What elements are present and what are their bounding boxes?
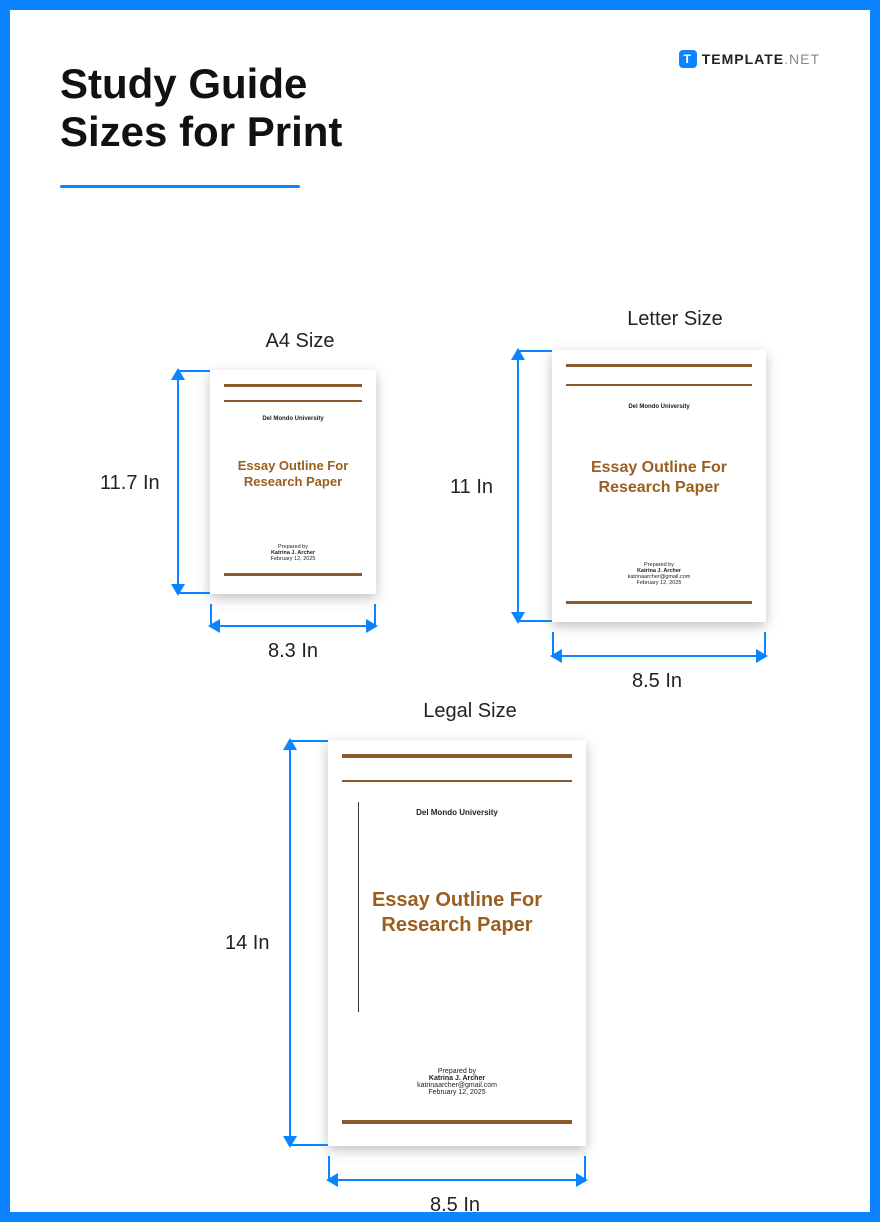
essay-line-1: Essay Outline For	[591, 459, 727, 476]
essay-line-2: Research Paper	[381, 914, 532, 936]
doc-sub-rule	[224, 400, 362, 402]
size-group-legal: Legal Size	[280, 700, 620, 733]
doc-legal: Del Mondo University Essay Outline For R…	[328, 740, 586, 1146]
size-group-letter: Letter Size	[510, 308, 810, 341]
essay-line-2: Research Paper	[244, 474, 342, 489]
doc-essay-title: Essay Outline For Research Paper	[210, 458, 376, 491]
brand-name-light: .NET	[784, 51, 820, 67]
doc-top-rule	[342, 754, 572, 758]
doc-essay-title: Essay Outline For Research Paper	[552, 458, 766, 498]
prepared-date: February 12, 2025	[210, 556, 376, 562]
doc-a4: Del Mondo University Essay Outline For R…	[210, 370, 376, 594]
doc-essay-title: Essay Outline For Research Paper	[328, 888, 586, 938]
doc-prepared-by: Prepared by Katrina J. Archer February 1…	[210, 544, 376, 562]
doc-university: Del Mondo University	[328, 808, 586, 817]
dim-a4-height	[168, 370, 188, 594]
doc-letter: Del Mondo University Essay Outline For R…	[552, 350, 766, 622]
page-title: Study Guide Sizes for Print	[60, 60, 820, 157]
dim-a4-width	[210, 616, 376, 636]
doc-prepared-by: Prepared by Katrina J. Archer katrinaarc…	[552, 562, 766, 586]
doc-top-rule	[566, 364, 752, 367]
size-label-legal: Legal Size	[320, 700, 620, 723]
dim-legal-height	[280, 740, 300, 1146]
dim-letter-height-label: 11 In	[450, 476, 493, 499]
prepared-email: katrinaarcher@gmail.com	[328, 1082, 586, 1089]
doc-sub-rule	[342, 780, 572, 782]
doc-university: Del Mondo University	[210, 416, 376, 422]
dim-legal-width	[328, 1170, 586, 1190]
dim-letter-height	[508, 350, 528, 622]
doc-bottom-rule	[224, 573, 362, 576]
sizes-stage: A4 Size Del Mondo University Essay Outli…	[10, 250, 870, 1192]
title-line-2: Sizes for Print	[60, 108, 342, 155]
brand-name-bold: TEMPLATE	[702, 51, 784, 67]
dim-legal-height-label: 14 In	[225, 932, 269, 955]
doc-bottom-rule	[566, 601, 752, 604]
essay-line-1: Essay Outline For	[238, 458, 349, 473]
doc-top-rule	[224, 384, 362, 387]
title-line-1: Study Guide	[60, 60, 307, 107]
essay-line-2: Research Paper	[599, 479, 720, 496]
doc-bottom-rule	[342, 1120, 572, 1124]
dim-a4-height-label: 11.7 In	[100, 472, 160, 495]
brand-logo: T TEMPLATE.NET	[679, 50, 820, 68]
size-label-a4: A4 Size	[200, 330, 400, 353]
dim-letter-width	[552, 646, 766, 666]
prepared-name: Katrina J. Archer	[328, 1075, 586, 1082]
dim-letter-width-label: 8.5 In	[632, 670, 682, 693]
size-label-letter: Letter Size	[540, 308, 810, 331]
brand-icon: T	[679, 50, 697, 68]
doc-sub-rule	[566, 384, 752, 386]
prepared-label: Prepared by	[328, 1068, 586, 1075]
doc-prepared-by: Prepared by Katrina J. Archer katrinaarc…	[328, 1068, 586, 1096]
doc-university: Del Mondo University	[552, 404, 766, 410]
prepared-date: February 12, 2025	[552, 580, 766, 586]
essay-line-1: Essay Outline For	[372, 889, 542, 911]
size-group-a4: A4 Size	[140, 330, 400, 363]
infographic-frame: T TEMPLATE.NET Study Guide Sizes for Pri…	[0, 0, 880, 1222]
title-underline	[60, 185, 300, 188]
dim-a4-width-label: 8.3 In	[268, 640, 318, 663]
prepared-date: February 12, 2025	[328, 1089, 586, 1096]
dim-legal-width-label: 8.5 In	[430, 1194, 480, 1217]
